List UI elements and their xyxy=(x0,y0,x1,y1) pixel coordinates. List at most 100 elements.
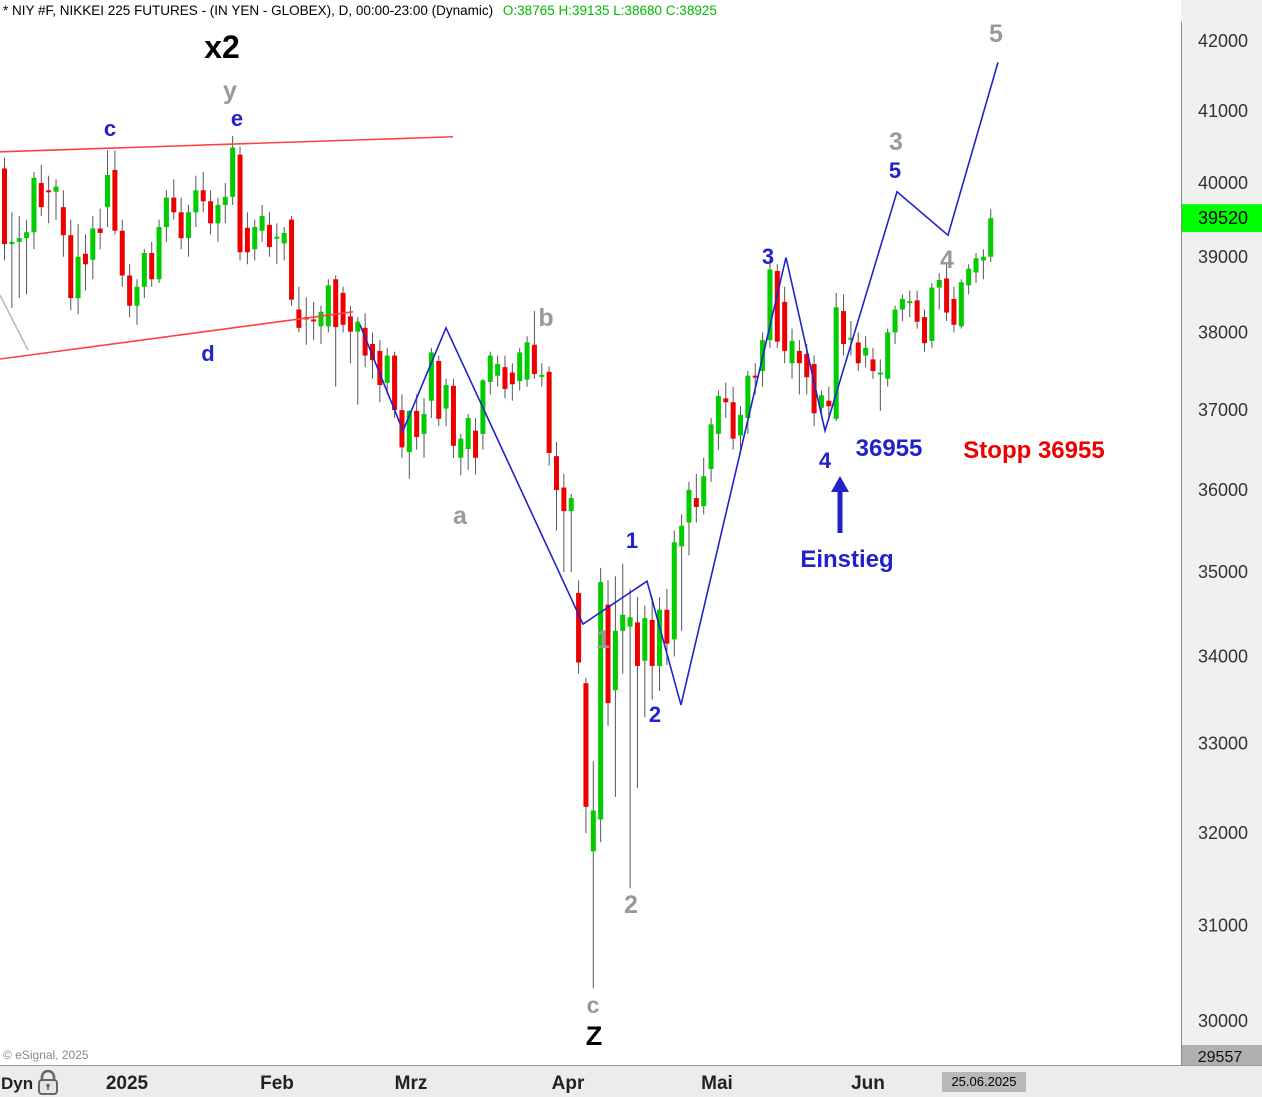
candle-body xyxy=(487,355,493,382)
old-gray-line xyxy=(0,294,29,351)
candle-body xyxy=(392,355,398,411)
candle-body xyxy=(899,298,905,310)
candle-body xyxy=(31,177,37,233)
chart-title: * NIY #F, NIKKEI 225 FUTURES - (IN YEN -… xyxy=(3,3,494,18)
bottom-scale-marker-value: 29557 xyxy=(1198,1049,1243,1065)
ohlc-readout: O:38765 H:39135 L:38680 C:38925 xyxy=(502,3,717,18)
annotation-b: b xyxy=(538,304,553,332)
current-price-marker-value: 39520 xyxy=(1198,208,1248,228)
chart-background xyxy=(0,0,1262,1065)
candle-body xyxy=(531,344,537,375)
candle-body xyxy=(664,609,670,644)
candle-body xyxy=(208,201,214,224)
candle-body xyxy=(82,253,88,265)
candle-body xyxy=(944,278,950,313)
last-date-marker: 25.06.2025 xyxy=(942,1072,1026,1092)
annotation-c: c xyxy=(104,116,116,141)
candle-body xyxy=(289,219,295,300)
candle-body xyxy=(75,256,81,299)
candle-body xyxy=(627,617,633,627)
candle-body xyxy=(686,489,692,523)
candle-body xyxy=(9,241,15,245)
candle-body xyxy=(473,430,479,458)
candle-body xyxy=(90,228,96,260)
candle-body xyxy=(833,307,839,419)
candle-body xyxy=(576,592,582,663)
annotation-z: Z xyxy=(586,1021,603,1051)
candle-body xyxy=(16,238,22,242)
candle-body xyxy=(266,224,272,248)
annotation-e: e xyxy=(231,106,243,131)
annotation-stopp-36955: Stopp 36955 xyxy=(963,437,1104,464)
candle-body xyxy=(134,286,140,306)
dyn-mode-button[interactable]: Dyn xyxy=(1,1074,34,1093)
candle-body xyxy=(127,275,133,306)
upper-triangle-line xyxy=(0,135,454,153)
candle-body xyxy=(502,367,508,389)
candle-body xyxy=(370,343,375,361)
bottom-scale-marker-box xyxy=(1182,1045,1262,1065)
y-axis-tick-label: 41000 xyxy=(1198,101,1248,121)
y-axis-tick-label: 33000 xyxy=(1198,733,1248,753)
candle-body xyxy=(222,196,228,205)
y-axis-tick-label: 35000 xyxy=(1198,562,1248,582)
annotation-36955: 36955 xyxy=(856,435,923,462)
candle-body xyxy=(68,235,74,299)
x-axis-label-feb: Feb xyxy=(260,1073,294,1094)
y-axis-strip xyxy=(1181,0,1262,1065)
candle-body xyxy=(951,298,957,325)
annotation-c: c xyxy=(587,992,600,1018)
elliott-wave-line xyxy=(359,62,999,706)
candle-body xyxy=(215,204,221,224)
candle-body xyxy=(274,236,280,239)
x-axis-label-jun: Jun xyxy=(851,1073,885,1094)
y-axis-tick-label: 31000 xyxy=(1198,916,1248,936)
x-axis-label-mai: Mai xyxy=(701,1073,733,1094)
chart-title-bar: * NIY #F, NIKKEI 225 FUTURES - (IN YEN -… xyxy=(3,3,717,18)
candle-body xyxy=(649,619,655,666)
candle-body xyxy=(730,402,736,439)
candle-body xyxy=(568,498,574,512)
candle-body xyxy=(590,810,596,852)
candle-body xyxy=(620,614,626,631)
candle-body xyxy=(252,227,258,250)
candle-body xyxy=(841,311,847,344)
candle-body xyxy=(907,301,913,304)
candle-body xyxy=(634,622,640,666)
y-axis-tick-label: 30000 xyxy=(1198,1011,1248,1031)
candle-body xyxy=(782,301,788,351)
candle-body xyxy=(436,360,442,419)
candle-body xyxy=(230,147,236,197)
candle-body xyxy=(958,282,964,327)
candle-body xyxy=(642,618,648,661)
candle-body xyxy=(671,542,677,640)
candle-body xyxy=(421,414,427,434)
candle-body xyxy=(973,258,979,273)
candle-body xyxy=(583,683,589,807)
candle-body xyxy=(186,212,191,239)
candle-body xyxy=(495,364,501,376)
lock-icon[interactable] xyxy=(36,1070,60,1096)
candle-body xyxy=(24,232,30,239)
candle-body xyxy=(200,190,206,202)
candle-body xyxy=(723,398,729,403)
candle-body xyxy=(119,230,125,276)
candle-body xyxy=(612,630,618,691)
candle-body xyxy=(318,311,324,327)
candle-body xyxy=(826,400,832,407)
candle-body xyxy=(178,212,184,239)
candle-body xyxy=(362,327,368,356)
candle-body xyxy=(561,487,567,512)
annotation-4: 4 xyxy=(940,246,954,274)
candle-body xyxy=(767,269,773,341)
candle-body xyxy=(855,342,861,364)
annotation-einstieg: Einstieg xyxy=(800,546,893,573)
candle-body xyxy=(105,174,111,208)
candle-body xyxy=(244,227,250,253)
candle-body xyxy=(863,347,869,356)
candle-body xyxy=(922,317,927,344)
candle-body xyxy=(554,456,559,490)
candle-body xyxy=(715,395,721,434)
candle-body xyxy=(450,385,456,446)
